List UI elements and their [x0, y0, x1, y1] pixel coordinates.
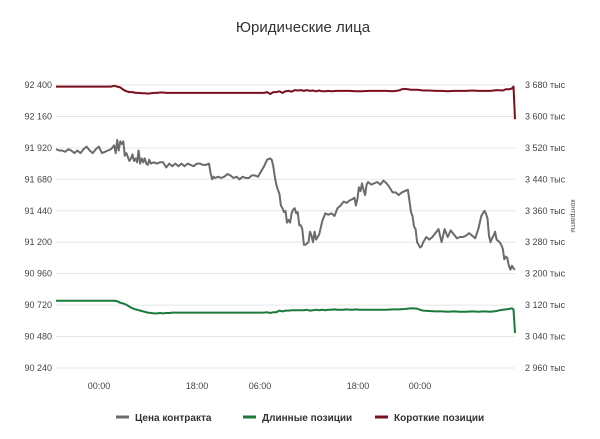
legend-item-2[interactable]: Короткие позиции — [375, 413, 484, 424]
legend-item-1[interactable]: Длинные позиции — [243, 413, 352, 424]
left-tick-label: 91 440 — [24, 206, 52, 216]
right-tick-label: 3 120 тыс — [525, 300, 566, 310]
right-tick-label: 3 280 тыс — [525, 237, 566, 247]
series-line-2 — [56, 84, 516, 120]
x-tick-label: 00:00 — [88, 381, 111, 391]
right-tick-label: 3 680 тыс — [525, 80, 566, 90]
legend-label: Цена контракта — [135, 413, 212, 424]
left-tick-label: 92 160 — [24, 111, 52, 121]
x-axis-ticks: 00:00 18:00 06:00 18:00 00:00 — [88, 381, 432, 391]
right-axis-ticks: 3 680 тыс 3 600 тыс 3 520 тыс 3 440 тыс 3 36… — [525, 80, 566, 373]
right-tick-label: 3 040 тыс — [525, 332, 566, 342]
series-line-0 — [55, 139, 516, 271]
right-tick-label: 3 440 тыс — [525, 174, 566, 184]
left-axis-ticks: 92 400 92 160 91 920 91 680 91 440 91 200 90 9… — [24, 80, 52, 373]
series-lines — [55, 84, 516, 334]
x-tick-label: 00:00 — [409, 381, 432, 391]
left-tick-label: 91 680 — [24, 174, 52, 184]
right-tick-label: 3 360 тыс — [525, 206, 566, 216]
legend-item-0[interactable]: Цена контракта — [116, 413, 212, 424]
left-tick-label: 90 720 — [24, 300, 52, 310]
right-tick-label: 3 600 тыс — [525, 111, 566, 121]
x-tick-label: 06:00 — [249, 381, 272, 391]
x-tick-label: 18:00 — [347, 381, 370, 391]
right-axis-label: контракты — [569, 199, 576, 232]
gridlines — [56, 84, 515, 369]
left-tick-label: 91 200 — [24, 237, 52, 247]
right-tick-label: 3 520 тыс — [525, 143, 566, 153]
right-tick-label: 2 960 тыс — [525, 363, 566, 373]
left-tick-label: 91 920 — [24, 143, 52, 153]
left-tick-label: 90 480 — [24, 332, 52, 342]
left-tick-label: 90 960 — [24, 269, 52, 279]
chart-title: Юридические лица — [236, 19, 371, 36]
left-tick-label: 90 240 — [24, 363, 52, 373]
legend[interactable]: Цена контракта Длинные позиции Короткие по… — [116, 413, 484, 424]
x-tick-label: 18:00 — [186, 381, 209, 391]
right-tick-label: 3 200 тыс — [525, 269, 566, 279]
legend-label: Короткие позиции — [394, 413, 484, 424]
left-tick-label: 92 400 — [24, 80, 52, 90]
series-line-1 — [56, 299, 516, 334]
legend-label: Длинные позиции — [262, 413, 352, 424]
